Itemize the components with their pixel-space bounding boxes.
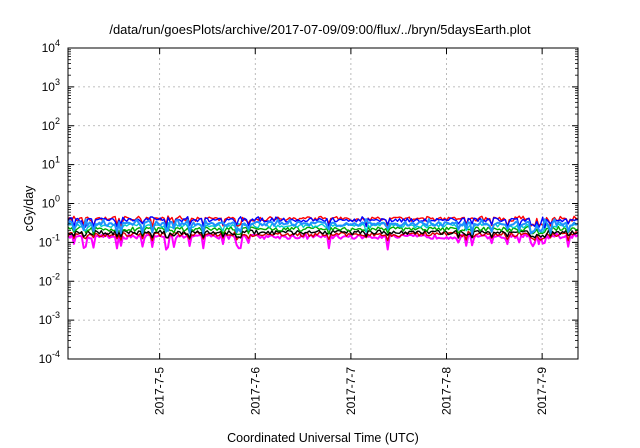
y-tick-label-base: 10 [42,197,56,211]
y-tick-label-base: 10 [39,274,53,288]
x-tick-label: 2017-7-5 [153,367,167,415]
y-tick-label: 10-1 [39,232,60,249]
series-line [67,229,579,239]
series-line [67,230,579,242]
y-tick-label-exponent: 0 [55,194,60,204]
y-tick-label: 104 [42,38,60,55]
y-tick-label-exponent: 4 [55,38,60,48]
y-tick-label-base: 10 [39,352,53,366]
y-tick-label-exponent: 3 [55,77,60,87]
y-tick-label-base: 10 [42,119,56,133]
y-tick-label: 10-3 [39,310,60,327]
y-tick-label-exponent: -3 [52,310,60,320]
y-tick-label-base: 10 [39,235,53,249]
y-tick-label-exponent: -4 [52,349,60,359]
x-tick-label: 2017-7-6 [248,367,262,415]
series-line [67,216,579,229]
x-tick-label: 2017-7-9 [535,367,549,415]
y-axis-label: cGy/day [22,185,36,232]
x-axis-label: Coordinated Universal Time (UTC) [227,431,419,445]
y-tick-label-exponent: 2 [55,116,60,126]
y-tick-label: 100 [42,194,60,211]
y-tick-label: 102 [42,116,60,133]
chart-title: /data/run/goesPlots/archive/2017-07-09/0… [109,22,531,37]
y-tick-label-base: 10 [39,313,53,327]
y-tick-label-exponent: -2 [52,271,60,281]
y-tick-label: 10-2 [39,271,60,288]
x-tick-label: 2017-7-7 [344,367,358,415]
y-tick-label: 101 [42,155,60,172]
series-line [67,218,579,235]
y-tick-label: 103 [42,77,60,94]
y-tick-label-exponent: 1 [55,155,60,165]
y-tick-label-exponent: -1 [52,232,60,242]
grid [68,48,578,359]
y-tick-label-base: 10 [42,158,56,172]
series-layer [67,215,579,251]
y-tick-label-base: 10 [42,80,56,94]
x-tick-label: 2017-7-8 [440,367,454,415]
y-tick-label: 10-4 [39,349,60,366]
y-tick-label-base: 10 [42,41,56,55]
